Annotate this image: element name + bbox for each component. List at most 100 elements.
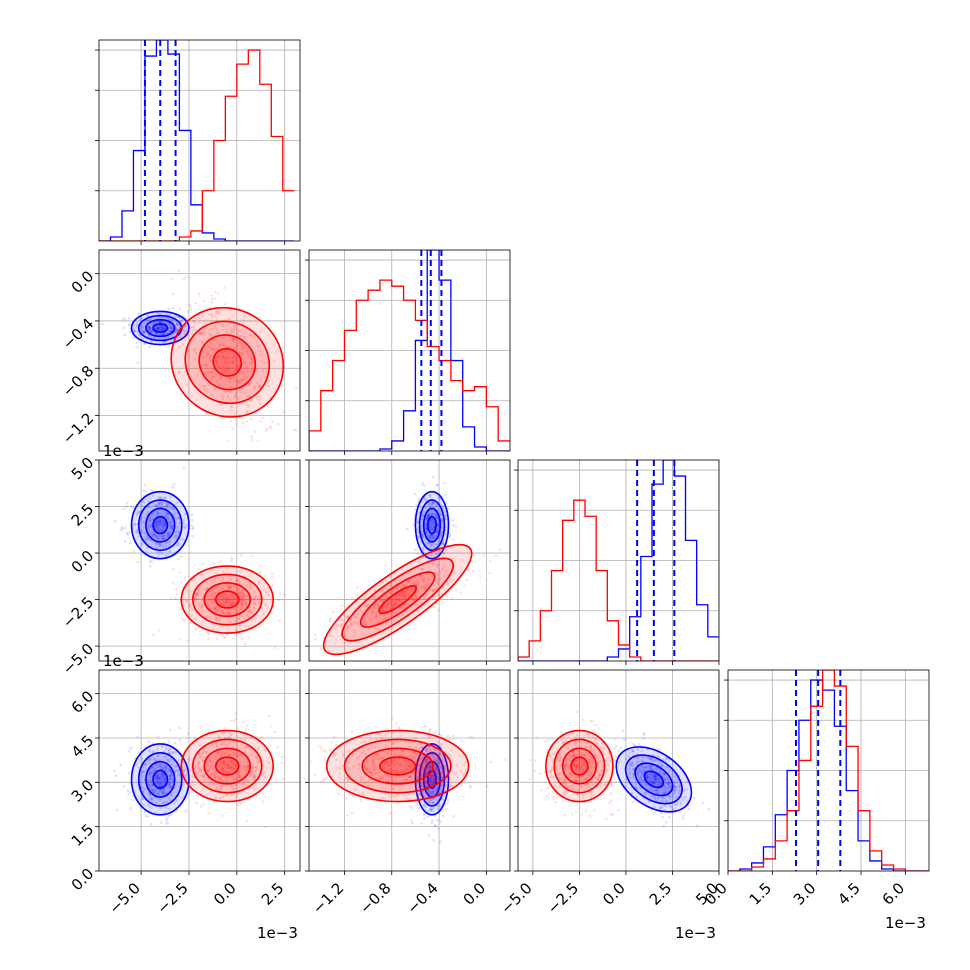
scatter-point [242,720,245,724]
scatter-point [148,326,151,330]
scatter-point [253,775,257,779]
scatter-point [241,593,245,596]
scatter-point [207,769,210,772]
scatter-point [169,507,172,510]
scatter-point [397,726,401,729]
scatter-point [234,608,238,612]
scatter-point [414,594,417,597]
x-tick-label: 2.5 [258,879,288,909]
scatter-point [438,498,442,501]
scatter-point [631,764,635,767]
scatter-point [219,375,223,379]
scatter-point [249,363,252,366]
scatter-point [182,328,185,332]
scatter-point [426,781,429,784]
scatter-point [162,787,166,791]
scatter-point [362,619,366,623]
scatter-point [155,534,158,537]
scatter-point [393,763,397,767]
panel-content [728,670,929,871]
scatter-point [379,589,383,593]
scatter-point [431,780,435,784]
scatter-point [152,790,156,794]
scatter-point [224,349,227,352]
scatter-point [146,815,149,818]
scatter-point [388,591,392,595]
scatter-point [429,543,433,546]
scatter-point [471,569,475,573]
scatter-point [172,782,176,785]
scatter-point [435,774,438,778]
scatter-point [384,733,388,737]
scatter-point [243,739,247,742]
scatter-point [210,588,213,592]
scatter-point [384,773,388,777]
scatter-point [608,801,611,805]
y-tick-label: −5.0 [59,640,97,678]
scatter-point [144,483,147,487]
scatter-point [677,785,681,789]
scatter-point [432,807,436,810]
scatter-point [204,363,208,367]
scatter-point [176,322,180,326]
scatter-point [644,792,647,795]
scatter-point [127,793,130,797]
scatter-point [136,512,139,515]
scatter-point [182,315,186,319]
scatter-point [463,584,467,587]
scatter-point [364,752,367,756]
scatter-point [143,343,146,346]
scatter-point [399,734,403,737]
x-tick-label: 0.0 [599,879,629,909]
scatter-point [153,533,157,537]
scatter-point [437,766,441,770]
scatter-point [219,779,223,782]
scatter-point [254,617,257,620]
scatter-point [435,565,439,568]
scatter-point [341,623,345,626]
scatter-point [183,525,186,529]
scatter-point [229,577,233,581]
scatter-point [445,548,448,551]
scatter-point [247,636,251,639]
scatter-point [418,793,421,796]
scatter-point [448,785,452,789]
scatter-point [224,596,228,600]
scatter-point [420,765,424,769]
scatter-point [241,599,245,602]
scatter-point [236,590,240,594]
scatter-point [208,312,212,316]
scatter-point [157,495,160,499]
scatter-point [425,593,428,596]
scatter-point [155,332,159,336]
scatter-point [231,787,235,791]
scatter-point [672,793,675,796]
scatter-point [458,754,461,757]
scatter-point [433,763,436,766]
scatter-point [168,531,172,534]
scatter-point [628,752,631,755]
scatter-point [256,439,260,442]
scatter-point [425,517,429,520]
scatter-point [433,767,437,770]
scatter-point [225,600,228,603]
scatter-point [252,597,256,601]
scatter-point [250,753,254,756]
scatter-point [195,801,198,805]
scatter-point [243,593,246,597]
scatter-point [433,502,436,506]
scatter-point [155,327,158,331]
scatter-point [158,312,162,316]
scatter-point [167,543,171,546]
axis-offset-text: 1e−3 [257,924,298,942]
scatter-point [257,475,260,478]
scatter-point [171,527,174,531]
scatter-point [466,568,470,572]
scatter-point [168,525,172,529]
scatter-point [216,609,219,613]
scatter-point [313,773,317,777]
scatter-point [424,506,427,509]
panel-1-1 [305,249,511,455]
scatter-point [251,773,255,777]
scatter-point [168,322,171,326]
